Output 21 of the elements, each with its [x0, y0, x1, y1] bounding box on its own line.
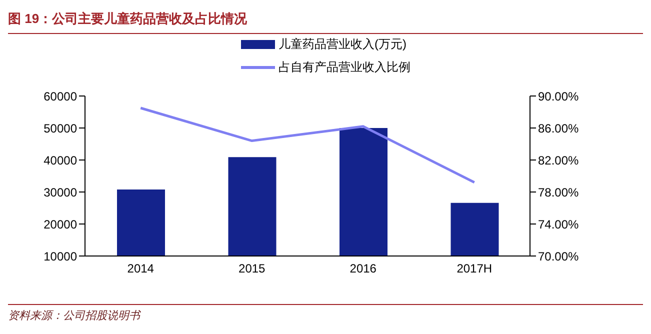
text: 资料来源：公司招股说明书	[8, 304, 643, 323]
y-tick-label: 30000	[44, 185, 78, 200]
y2-tick-label: 86.00%	[538, 121, 580, 136]
y2-tick-label: 70.00%	[538, 249, 580, 264]
x-tick-label: 2015	[238, 262, 266, 276]
y-tick-label: 10000	[44, 249, 78, 264]
y-tick-label: 20000	[44, 217, 78, 232]
x-tick-label: 2017H	[456, 262, 492, 276]
y-tick-label: 60000	[44, 89, 78, 104]
line-series	[139, 106, 476, 184]
y-tick-label: 50000	[44, 121, 78, 136]
legend-label: 儿童药品营业收入(万元)	[278, 36, 406, 53]
y2-tick-label: 78.00%	[538, 185, 580, 200]
x-tick-label: 2014	[127, 262, 154, 276]
legend-label: 占自有产品营业收入比例	[278, 59, 410, 76]
x-tick-label: 2016	[350, 262, 377, 276]
y-tick-label: 40000	[44, 153, 78, 168]
y2-tick-label: 74.00%	[538, 217, 580, 232]
y2-tick-label: 90.00%	[538, 89, 580, 104]
chart-title: 图 19：公司主要儿童药品营收及占比情况	[8, 8, 643, 34]
y2-tick-label: 82.00%	[538, 153, 580, 168]
